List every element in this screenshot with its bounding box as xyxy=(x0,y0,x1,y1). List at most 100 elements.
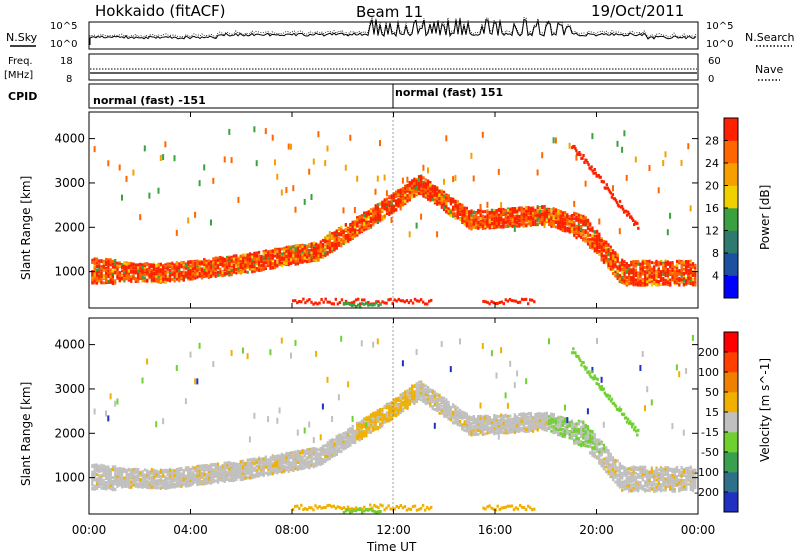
heatmap-cell xyxy=(580,225,583,228)
heatmap-cell xyxy=(214,256,217,260)
heatmap-cell xyxy=(490,208,494,212)
heatmap-cell xyxy=(264,256,267,260)
heatmap-cell xyxy=(255,254,258,258)
heatmap-cell xyxy=(189,273,192,277)
heatmap-cell xyxy=(440,200,443,204)
heatmap-cell xyxy=(680,274,683,278)
heatmap-cell xyxy=(246,260,249,264)
heatmap-cell xyxy=(582,238,585,242)
heatmap-cell xyxy=(408,181,411,185)
heatmap-cell xyxy=(559,221,562,224)
heatmap-cell xyxy=(495,209,498,212)
heatmap-cell xyxy=(162,154,165,161)
heatmap-cell xyxy=(324,297,327,301)
heatmap-cell xyxy=(111,259,114,263)
heatmap-cell xyxy=(408,183,411,187)
heatmap-cell xyxy=(662,282,665,286)
heatmap-cell xyxy=(137,272,140,275)
count-tick-left-top: 10^5 xyxy=(50,21,77,32)
heatmap-cell xyxy=(392,208,395,212)
heatmap-cell xyxy=(102,259,105,263)
heatmap-cell xyxy=(203,258,206,262)
heatmap-cell xyxy=(315,259,318,263)
heatmap-cell xyxy=(150,268,153,272)
count-tick-left-bottom: 10^0 xyxy=(50,39,77,50)
heatmap-cell xyxy=(694,282,697,286)
heatmap-cell xyxy=(616,140,619,147)
heatmap-cell xyxy=(408,190,411,194)
heatmap-cell xyxy=(506,218,510,221)
heatmap-cell xyxy=(353,231,357,235)
heatmap-cell xyxy=(630,263,633,267)
heatmap-cell xyxy=(242,257,245,261)
heatmap-cell xyxy=(493,216,496,220)
heatmap-cell xyxy=(219,257,222,261)
heatmap-cell xyxy=(586,226,590,229)
heatmap-cell xyxy=(118,264,121,268)
heatmap-cell xyxy=(511,214,514,218)
heatmap-cell xyxy=(274,254,277,258)
heatmap-cell xyxy=(628,264,631,267)
heatmap-cell xyxy=(666,268,669,271)
heatmap-cell xyxy=(164,264,167,268)
heatmap-cell xyxy=(294,260,297,264)
heatmap-cell xyxy=(191,277,194,281)
heatmap-cell xyxy=(506,208,510,212)
heatmap-cell xyxy=(189,264,192,268)
heatmap-cell xyxy=(648,278,651,282)
heatmap-cell xyxy=(618,199,622,203)
heatmap-cell xyxy=(109,268,112,272)
heatmap-cell xyxy=(431,196,434,200)
heatmap-cell xyxy=(91,281,94,285)
heatmap-cell xyxy=(264,249,267,253)
heatmap-cell xyxy=(486,218,489,222)
heatmap-cell xyxy=(449,210,452,214)
heatmap-cell xyxy=(388,200,391,204)
heatmap-cell xyxy=(541,152,544,159)
heatmap-cell xyxy=(294,254,297,258)
heatmap-cell xyxy=(239,262,242,266)
heatmap-cell xyxy=(625,262,628,265)
heatmap-cell xyxy=(592,171,595,175)
heatmap-cell xyxy=(559,227,562,231)
heatmap-cell xyxy=(319,253,322,257)
heatmap-cell xyxy=(650,269,653,273)
heatmap-cell xyxy=(420,182,423,186)
heatmap-cell xyxy=(319,242,322,246)
heatmap-cell xyxy=(157,269,160,273)
heatmap-cell xyxy=(299,259,302,263)
heatmap-cell xyxy=(356,216,359,220)
heatmap-cell xyxy=(429,187,432,191)
heatmap-cell xyxy=(178,278,181,281)
heatmap-cell xyxy=(472,175,475,182)
heatmap-cell xyxy=(406,196,409,200)
heatmap-cell xyxy=(376,213,379,217)
heatmap-cell xyxy=(306,247,309,251)
heatmap-cell xyxy=(242,264,245,267)
heatmap-cell xyxy=(525,219,528,223)
heatmap-cell xyxy=(611,193,615,197)
heatmap-cell xyxy=(123,267,126,271)
heatmap-cell xyxy=(561,213,564,217)
heatmap-cell xyxy=(294,206,297,213)
heatmap-cell xyxy=(459,210,462,214)
heatmap-cell xyxy=(634,268,637,272)
heatmap-cell xyxy=(363,212,366,216)
heatmap-cell xyxy=(159,262,162,266)
heatmap-cell xyxy=(573,223,576,227)
heatmap-cell xyxy=(105,281,108,285)
heatmap-cell xyxy=(155,276,158,280)
heatmap-cell xyxy=(276,255,279,259)
heatmap-cell xyxy=(395,208,398,212)
heatmap-cell xyxy=(182,260,185,264)
heatmap-cell xyxy=(682,282,685,286)
heatmap-cell xyxy=(538,214,542,217)
heatmap-cell xyxy=(413,187,416,191)
heatmap-cell xyxy=(356,218,359,222)
heatmap-cell xyxy=(306,250,309,254)
heatmap-cell xyxy=(235,271,238,275)
heatmap-cell xyxy=(390,208,393,212)
heatmap-cell xyxy=(210,219,212,226)
heatmap-cell xyxy=(324,160,327,167)
heatmap-cell xyxy=(484,210,487,214)
